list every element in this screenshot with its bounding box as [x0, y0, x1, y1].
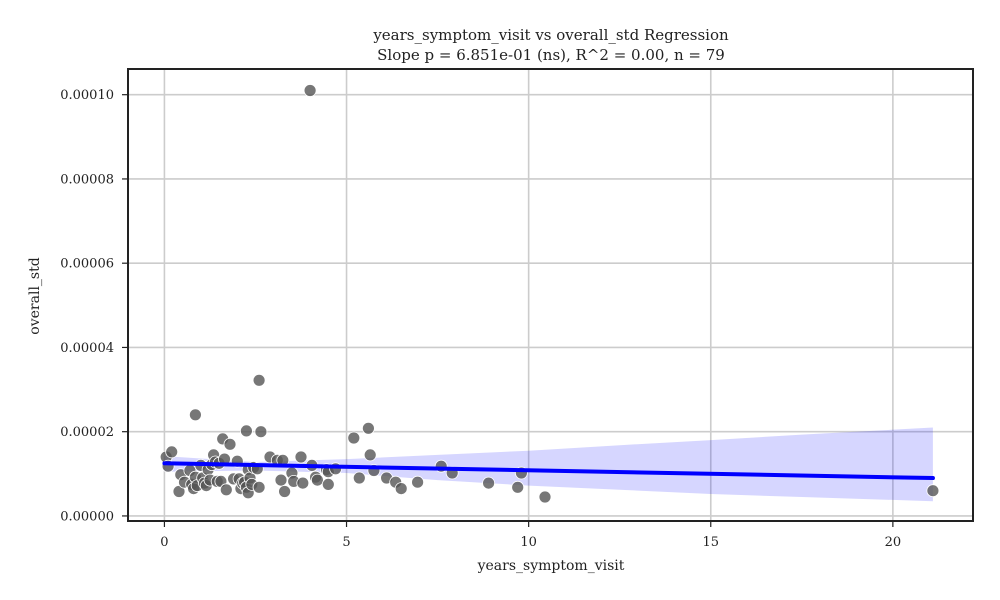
chart-subtitle: Slope p = 6.851e-01 (ns), R^2 = 0.00, n … [377, 46, 725, 64]
y-tick-label: 0.00008 [60, 172, 114, 187]
x-axis-label: years_symptom_visit [477, 558, 625, 574]
data-point [482, 476, 496, 490]
x-tick-label: 20 [885, 535, 902, 550]
data-point [310, 473, 324, 487]
data-point [511, 480, 525, 494]
data-point [926, 484, 940, 498]
x-tick-label: 0 [160, 535, 168, 550]
y-tick-label: 0.00006 [60, 257, 114, 272]
data-point [411, 475, 425, 489]
data-point [219, 483, 233, 497]
plot-frame [127, 68, 974, 522]
x-tick-label: 5 [342, 535, 350, 550]
data-point [296, 476, 310, 490]
data-point [363, 448, 377, 462]
data-point [172, 485, 186, 498]
data-point [394, 482, 408, 496]
y-axis-ticks: 0.00000 0.00002 0.00004 0.00006 0.00008 0.000… [60, 88, 128, 524]
x-tick-label: 10 [520, 535, 537, 550]
chart-title: years_symptom_visit vs overall_std Regre… [372, 26, 729, 44]
y-tick-label: 0.00002 [60, 425, 114, 440]
data-point [252, 373, 266, 387]
data-point [252, 480, 266, 494]
confidence-band [164, 427, 933, 502]
data-point [352, 471, 366, 485]
data-point [321, 477, 335, 491]
x-axis-ticks: 0 5 10 15 20 [160, 521, 901, 550]
y-axis-label: overall_std [27, 257, 43, 334]
data-point [347, 431, 361, 445]
y-tick-label: 0.00010 [60, 88, 114, 103]
y-tick-label: 0.00004 [60, 341, 114, 356]
y-tick-label: 0.00000 [60, 509, 114, 524]
gridlines [128, 69, 973, 521]
data-point [274, 473, 288, 487]
x-tick-label: 15 [702, 535, 719, 550]
data-point [361, 421, 375, 435]
data-point [294, 450, 308, 464]
data-point [538, 490, 552, 504]
data-point [188, 408, 202, 422]
data-point [223, 437, 237, 451]
data-point [165, 445, 179, 459]
data-point [303, 84, 317, 97]
data-point [239, 424, 253, 438]
data-point [278, 485, 292, 498]
data-point [254, 425, 268, 439]
regression-line [162, 461, 935, 481]
plot-area [128, 69, 973, 521]
